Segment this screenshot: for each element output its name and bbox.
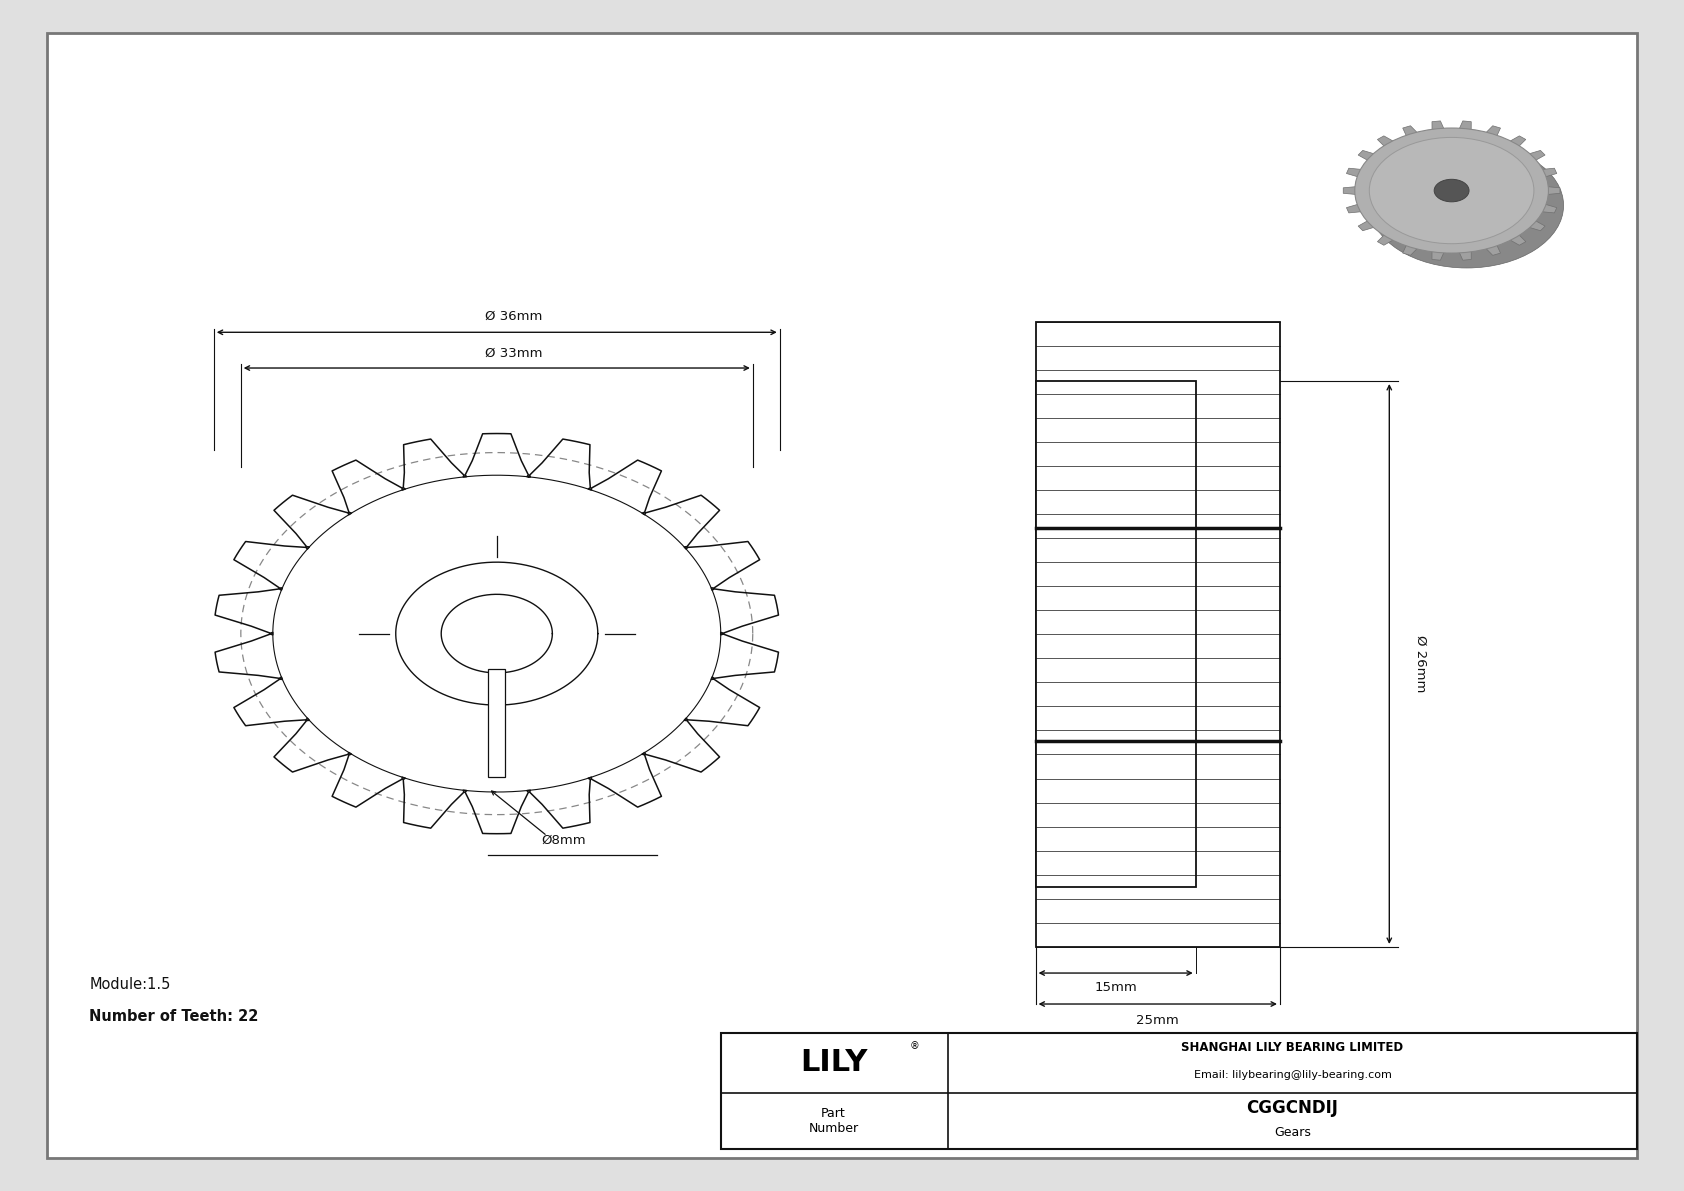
Text: LILY: LILY (800, 1048, 867, 1078)
Polygon shape (1403, 126, 1421, 141)
Bar (1036, 381, 1196, 887)
Polygon shape (1344, 186, 1362, 195)
Ellipse shape (1354, 129, 1549, 254)
Text: Gears: Gears (1275, 1125, 1310, 1139)
Polygon shape (1378, 136, 1399, 150)
Text: Number of Teeth: 22: Number of Teeth: 22 (89, 1009, 259, 1024)
Polygon shape (1378, 231, 1399, 245)
Polygon shape (1347, 168, 1369, 179)
Bar (488, 669, 505, 777)
Bar (721, 1033, 1637, 1149)
Polygon shape (1431, 247, 1447, 260)
Polygon shape (1403, 241, 1421, 255)
Text: Ø 26mm: Ø 26mm (1415, 635, 1428, 693)
Text: 15mm: 15mm (1095, 981, 1137, 994)
Polygon shape (1482, 241, 1500, 255)
Ellipse shape (1435, 180, 1468, 201)
Text: 25mm: 25mm (1137, 1014, 1179, 1027)
Text: Ø 36mm: Ø 36mm (485, 310, 542, 323)
Polygon shape (1541, 186, 1559, 195)
Polygon shape (1457, 121, 1472, 135)
Polygon shape (1357, 150, 1381, 163)
Text: SHANGHAI LILY BEARING LIMITED: SHANGHAI LILY BEARING LIMITED (1182, 1041, 1403, 1054)
Polygon shape (1482, 126, 1500, 141)
Text: Email: lilybearing@lily-bearing.com: Email: lilybearing@lily-bearing.com (1194, 1070, 1391, 1080)
Polygon shape (1522, 218, 1546, 231)
Polygon shape (1534, 202, 1556, 213)
Text: Ø8mm: Ø8mm (542, 834, 586, 847)
Text: Part
Number: Part Number (808, 1108, 859, 1135)
Polygon shape (1522, 150, 1546, 163)
Bar (1036, 322, 1280, 947)
Text: Module:1.5: Module:1.5 (89, 977, 170, 992)
Polygon shape (1431, 121, 1447, 135)
Ellipse shape (1369, 137, 1534, 244)
Polygon shape (1534, 168, 1556, 179)
Polygon shape (1457, 247, 1472, 260)
Text: CGGCNDIJ: CGGCNDIJ (1246, 1099, 1339, 1117)
Polygon shape (1347, 202, 1369, 213)
Polygon shape (1504, 231, 1526, 245)
Polygon shape (1504, 136, 1526, 150)
Polygon shape (1357, 218, 1381, 231)
Text: ®: ® (909, 1041, 919, 1050)
Text: Ø 33mm: Ø 33mm (485, 347, 542, 360)
Ellipse shape (1371, 143, 1564, 268)
